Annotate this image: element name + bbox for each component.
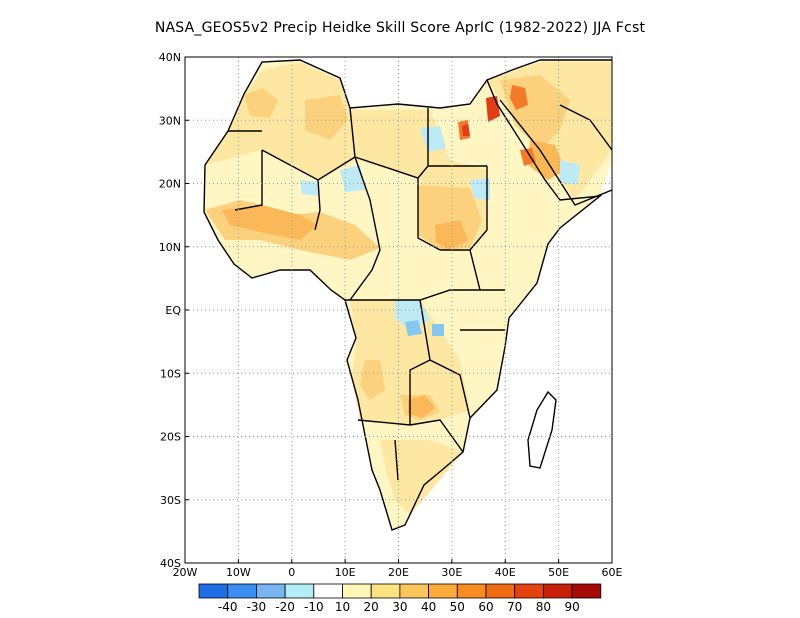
skill-patch: [510, 85, 528, 110]
colorbar-label: 20: [364, 600, 379, 614]
colorbar-swatch: [284, 583, 315, 599]
colorbar-swatch: [198, 583, 229, 599]
colorbar-swatch: [370, 583, 401, 599]
skill-patch: [300, 180, 320, 196]
colorbar-swatch: [313, 583, 343, 599]
colorbar-swatch: [571, 583, 602, 599]
colorbar-label: 40: [421, 600, 436, 614]
lon-tick-label: 60E: [602, 566, 623, 579]
colorbar-swatch: [514, 583, 544, 599]
lat-tick-label: EQ: [165, 304, 181, 317]
skill-patch: [405, 320, 422, 336]
colorbar-label: -40: [218, 600, 238, 614]
skill-patch: [520, 148, 536, 166]
colorbar-label: 90: [564, 600, 579, 614]
skill-patch: [420, 126, 446, 152]
lat-tick-label: 20S: [160, 431, 181, 444]
skill-patch: [360, 360, 385, 400]
skill-patch: [435, 220, 468, 250]
lat-tick-label: 30S: [160, 494, 181, 507]
colorbar-swatch: [485, 583, 516, 599]
skill-patch: [432, 324, 444, 336]
lon-tick-label: 40E: [495, 566, 516, 579]
internal-borders: [228, 107, 505, 481]
country-borders: [203, 59, 612, 531]
lon-tick-label: 20W: [173, 566, 198, 579]
colorbar-swatch: [255, 583, 286, 599]
skill-patch: [462, 124, 470, 136]
lat-tick-label: 10S: [160, 367, 181, 380]
map-title: NASA_GEOS5v2 Precip Heidke Skill Score A…: [154, 20, 646, 36]
lat-tick-label: 30N: [159, 114, 181, 127]
colorbar-swatch: [543, 583, 573, 599]
skill-patch: [418, 185, 482, 250]
colorbar: -40 -30 -20 -10 10 20 30 40 50 60 70 80 90: [198, 583, 602, 614]
lon-tick-label: 20E: [388, 566, 409, 579]
skill-patch: [205, 62, 487, 250]
longitude-axis: 20W 10W 0 10E 20E 30E 40E 50E 60E: [173, 559, 623, 579]
colorbar-label: 70: [507, 600, 522, 614]
lon-tick-label: 10E: [335, 566, 356, 579]
lat-tick-label: 40S: [160, 557, 181, 570]
skill-patch: [222, 205, 318, 240]
colorbar-label: -30: [247, 600, 267, 614]
gridlines: [185, 57, 612, 563]
colorbar-swatch: [399, 583, 429, 599]
colorbar-label: 80: [536, 600, 551, 614]
colorbar-label: -10: [304, 600, 324, 614]
lat-tick-label: 10N: [159, 241, 181, 254]
colorbar-swatch: [456, 583, 487, 599]
africa-landmass: [204, 60, 612, 530]
colorbar-label: 60: [478, 600, 493, 614]
colorbar-swatch: [227, 583, 257, 599]
lat-tick-label: 20N: [159, 178, 181, 191]
colorbar-label: -20: [275, 600, 295, 614]
skill-patch: [408, 395, 435, 418]
lat-tick-label: 40N: [159, 51, 181, 64]
colorbar-label: 30: [392, 600, 407, 614]
colorbar-swatch: [342, 583, 372, 599]
skill-patch: [244, 88, 278, 118]
madagascar-coastline: [527, 390, 557, 469]
lon-tick-label: 30E: [441, 566, 462, 579]
colorbar-label: 50: [450, 600, 465, 614]
lon-tick-label: 10W: [226, 566, 251, 579]
skill-patch: [305, 95, 348, 140]
lon-tick-label: 50E: [548, 566, 569, 579]
skill-patch: [380, 440, 463, 515]
skill-patch: [560, 160, 580, 185]
colorbar-label: 10: [335, 600, 350, 614]
colorbar-swatch: [428, 583, 458, 599]
skill-shading: [204, 60, 612, 530]
lon-tick-label: 0: [288, 566, 295, 579]
latitude-axis: 40N 30N 20N 10N EQ 10S 20S 30S 40S: [159, 51, 189, 570]
